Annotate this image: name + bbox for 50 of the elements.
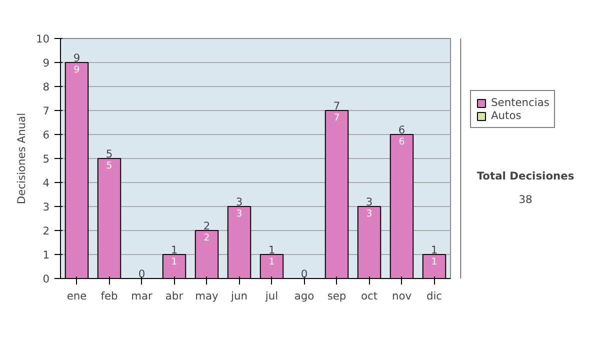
y-tick-label: 6 [42, 128, 50, 142]
x-tick-label: oct [360, 290, 378, 302]
x-tick-label: nov [392, 290, 412, 302]
total-label: 7 [333, 100, 340, 112]
y-tick-label: 0 [42, 272, 50, 286]
total-label: 5 [106, 148, 113, 160]
data-label: 6 [398, 136, 405, 148]
total-label: 1 [430, 244, 438, 256]
total-label: 6 [398, 124, 406, 136]
x-tick-label: feb [100, 290, 118, 302]
data-label: 7 [334, 112, 340, 124]
y-axis-title: Decisiones Anual [14, 112, 28, 204]
data-label: 1 [431, 256, 438, 268]
total-label: 9 [73, 52, 80, 64]
total-label: 0 [138, 268, 146, 280]
total-label: 2 [203, 220, 210, 232]
x-tick-label: ago [294, 290, 314, 302]
data-label: 5 [106, 160, 112, 172]
x-tick-label: ene [66, 290, 87, 302]
data-label: 1 [171, 256, 178, 268]
y-tick-label: 10 [36, 32, 50, 46]
y-tick-label: 5 [42, 152, 50, 166]
x-tick-label: jun [230, 290, 248, 302]
y-tick-label: 4 [42, 176, 50, 190]
y-tick-label: 2 [42, 224, 50, 238]
text: 38 [518, 192, 532, 206]
y-tick-label: 7 [42, 104, 50, 118]
y-tick-label: 1 [42, 248, 50, 262]
x-tick-label: mar [131, 290, 154, 302]
total-label: 1 [268, 244, 276, 256]
y-tick-label: 3 [42, 200, 50, 214]
total-label: 1 [170, 244, 178, 256]
x-tick-label: may [195, 290, 218, 302]
total-label: 0 [300, 268, 308, 280]
data-label: 1 [268, 256, 275, 268]
data-label: 3 [236, 208, 242, 220]
text: Total Decisiones [476, 170, 574, 182]
data-label: 3 [366, 208, 372, 220]
x-tick-label: abr [165, 290, 184, 302]
total-label: 3 [366, 196, 373, 208]
x-tick-label: jul [264, 290, 278, 302]
data-label: 9 [74, 64, 80, 76]
legend-label: Sentencias [491, 96, 550, 109]
total-label: 3 [236, 196, 243, 208]
y-tick-label: 9 [42, 56, 50, 70]
x-tick-label: sep [327, 290, 346, 302]
data-label: 2 [204, 232, 210, 244]
legend-label: Autos [491, 109, 522, 122]
y-tick-label: 8 [42, 80, 50, 94]
x-tick-label: dic [426, 290, 442, 302]
